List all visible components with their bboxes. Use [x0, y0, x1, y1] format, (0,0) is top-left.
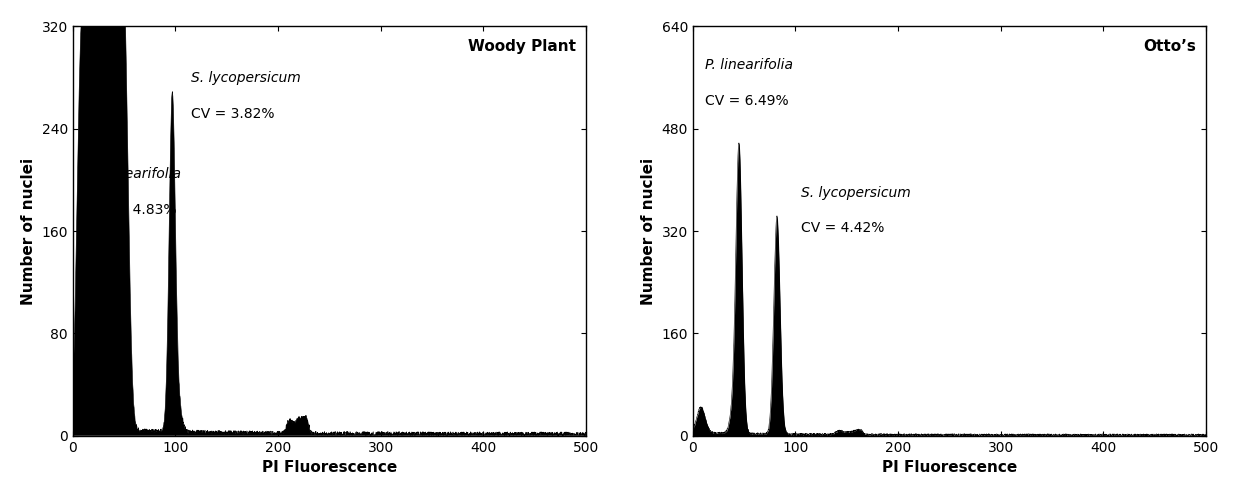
Text: CV = 6.49%: CV = 6.49% — [706, 94, 789, 108]
X-axis label: PI Fluorescence: PI Fluorescence — [262, 460, 397, 475]
Text: CV = 4.42%: CV = 4.42% — [801, 221, 884, 236]
X-axis label: PI Fluorescence: PI Fluorescence — [882, 460, 1017, 475]
Text: P. linearifolia: P. linearifolia — [706, 59, 794, 72]
Y-axis label: Number of nuclei: Number of nuclei — [641, 157, 656, 305]
Text: CV = 4.83%: CV = 4.83% — [93, 203, 177, 217]
Text: P. linearifolia: P. linearifolia — [93, 167, 181, 181]
Text: Woody Plant: Woody Plant — [467, 39, 575, 54]
Text: S. lycopersicum: S. lycopersicum — [191, 71, 300, 85]
Text: Otto’s: Otto’s — [1143, 39, 1195, 54]
Text: S. lycopersicum: S. lycopersicum — [801, 186, 910, 200]
Text: CV = 3.82%: CV = 3.82% — [191, 107, 274, 121]
Y-axis label: Number of nuclei: Number of nuclei — [21, 157, 36, 305]
